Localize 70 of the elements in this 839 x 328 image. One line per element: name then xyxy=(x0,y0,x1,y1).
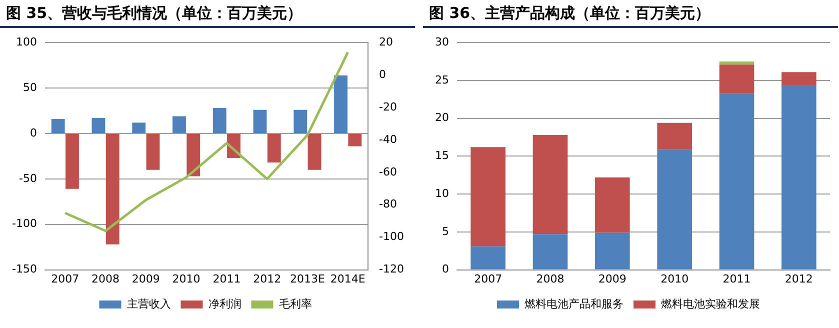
y2-tick-label: -80 xyxy=(379,198,398,211)
y-tick-label: 10 xyxy=(434,186,449,200)
y-tick-label: 0 xyxy=(30,126,37,140)
bar xyxy=(657,122,692,150)
legend-label: 燃料电池产品和服务 xyxy=(524,297,624,310)
bar xyxy=(212,108,226,133)
y-tick-label: 0 xyxy=(442,262,449,276)
bar xyxy=(132,122,146,133)
bar xyxy=(719,64,754,94)
bar xyxy=(782,72,816,86)
y2-tick-label: -120 xyxy=(379,262,404,276)
y-tick-label: 20 xyxy=(434,111,449,124)
x-tick-label: 2010 xyxy=(660,272,689,286)
x-tick-label: 2007 xyxy=(474,272,502,286)
bar xyxy=(348,134,362,146)
y-tick-label: -150 xyxy=(12,262,37,276)
bar xyxy=(308,134,322,170)
x-tick-label: 2012 xyxy=(253,272,282,286)
bar xyxy=(66,134,79,189)
x-tick-label: 2008 xyxy=(92,272,120,286)
bar xyxy=(267,134,281,163)
y2-tick-label: -100 xyxy=(379,230,404,244)
y2-tick-label: -60 xyxy=(379,165,398,178)
y2-tick-label: -40 xyxy=(379,132,398,146)
bar xyxy=(106,134,120,244)
x-tick-label: 2011 xyxy=(212,272,241,286)
bar xyxy=(334,75,348,133)
chart-title: 图 36、主营产品构成（单位：百万美元） xyxy=(423,4,838,28)
y-tick-label: 25 xyxy=(434,73,449,86)
bar xyxy=(532,134,568,234)
legend-label: 主营收入 xyxy=(126,297,171,310)
bar xyxy=(470,246,506,270)
y-tick-label: 30 xyxy=(434,35,449,48)
bar xyxy=(294,110,308,133)
x-tick-label: 2009 xyxy=(132,272,160,286)
chart-title: 图 35、营收与毛利情况（单位：百万美元） xyxy=(0,4,415,28)
y2-tick-label: -20 xyxy=(379,100,398,114)
bar xyxy=(51,118,65,133)
bar xyxy=(595,232,630,270)
x-tick-label: 2014E xyxy=(330,272,366,286)
y2-tick-label: 20 xyxy=(379,35,394,48)
bar xyxy=(146,134,160,170)
bar xyxy=(719,62,754,65)
bar xyxy=(532,234,568,270)
y-tick-label: 5 xyxy=(442,224,449,238)
bar xyxy=(595,177,630,233)
legend-label: 毛利率 xyxy=(278,297,312,310)
bar xyxy=(186,134,200,176)
x-tick-label: 2010 xyxy=(172,272,200,286)
bar xyxy=(470,147,506,246)
legend-label: 净利润 xyxy=(208,297,242,310)
y-tick-label: -100 xyxy=(12,217,37,230)
x-tick-label: 2012 xyxy=(784,272,813,286)
bar xyxy=(657,149,692,270)
x-tick-label: 2007 xyxy=(51,272,80,286)
y-tick-label: 15 xyxy=(434,149,449,162)
x-tick-label: 2013E xyxy=(290,272,325,286)
bar xyxy=(719,93,754,270)
y-tick-label: -50 xyxy=(18,172,37,185)
bar xyxy=(92,118,106,133)
x-tick-label: 2009 xyxy=(598,272,626,286)
y-tick-label: 50 xyxy=(22,80,37,94)
bar xyxy=(253,110,267,133)
bar xyxy=(782,85,816,270)
y-tick-label: 100 xyxy=(16,35,37,48)
legend-label: 燃料电池实验和发展 xyxy=(661,297,760,310)
x-tick-label: 2008 xyxy=(536,272,564,286)
x-tick-label: 2011 xyxy=(722,272,751,286)
y2-tick-label: 0 xyxy=(379,68,386,81)
bar xyxy=(172,116,186,133)
